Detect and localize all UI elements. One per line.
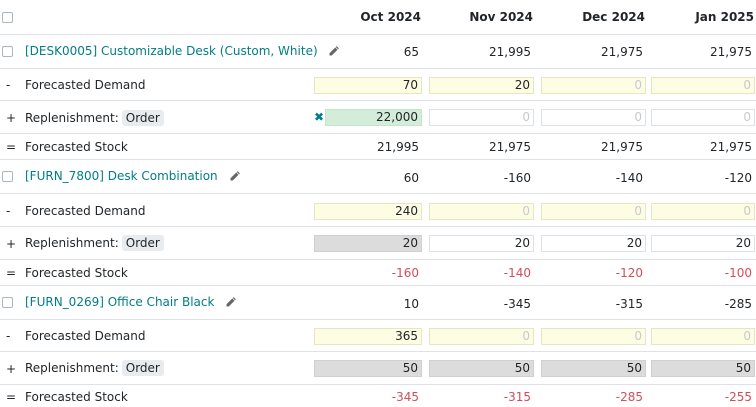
order-badge[interactable]: Order (121, 110, 164, 126)
forecasted-stock-label: Forecasted Stock (25, 140, 128, 154)
demand-input[interactable]: 0 (429, 203, 534, 220)
starting-stock-value: 21,995 (489, 45, 531, 59)
forecasted-stock-value: -120 (615, 266, 643, 280)
replenishment-input[interactable]: 50 (541, 360, 646, 377)
plus-sign: + (6, 111, 17, 125)
demand-input[interactable]: 20 (429, 77, 534, 94)
close-icon[interactable]: ✖ (314, 110, 325, 124)
replenishment-input[interactable]: 20 (541, 235, 646, 252)
minus-sign: - (6, 78, 11, 92)
forecasted-demand-row: - Forecasted Demand 365 0 0 0 (0, 320, 756, 352)
demand-input[interactable]: 365 (314, 328, 422, 345)
demand-input[interactable]: 0 (541, 203, 646, 220)
starting-stock-value: 60 (403, 171, 419, 185)
replenishment-input[interactable]: 0 (651, 109, 755, 126)
replenishment-input[interactable]: 0 (541, 109, 646, 126)
replenishment-input[interactable]: 50 (651, 360, 755, 377)
column-header-oct-2024: Oct 2024 (360, 10, 421, 24)
demand-input[interactable]: 240 (314, 203, 422, 220)
forecasted-stock-row: = Forecasted Stock 21,995 21,975 21,975 … (0, 134, 756, 160)
order-badge[interactable]: Order (121, 235, 164, 251)
starting-stock-value: 65 (403, 45, 419, 59)
plus-sign: + (6, 362, 17, 376)
order-badge[interactable]: Order (121, 360, 164, 376)
forecasted-demand-row: - Forecasted Demand 70 20 0 0 (0, 69, 756, 101)
starting-stock-value: -285 (724, 297, 752, 311)
replenishment-label: Replenishment: Order (25, 110, 164, 126)
replenishment-label: Replenishment: Order (25, 360, 164, 376)
replenishment-input[interactable]: 50 (429, 360, 534, 377)
forecasted-stock-value: 21,995 (377, 140, 419, 154)
plus-sign: + (6, 237, 17, 251)
forecasted-stock-value: -100 (724, 266, 752, 280)
forecasted-demand-label: Forecasted Demand (25, 204, 146, 218)
forecasted-stock-label: Forecasted Stock (25, 266, 128, 280)
replenishment-row: + Replenishment: Order ✖ 22,000 0 0 0 (0, 101, 756, 134)
forecasted-stock-value: -315 (503, 390, 531, 404)
pencil-icon[interactable] (229, 170, 241, 182)
grid-header: Oct 2024 Nov 2024 Dec 2024 Jan 2025 (0, 0, 756, 35)
starting-stock-value: 10 (403, 297, 419, 311)
replenishment-input[interactable]: 50 (314, 360, 422, 377)
select-all-checkbox[interactable] (2, 12, 13, 23)
replenishment-input[interactable]: 20 (429, 235, 534, 252)
replenishment-input[interactable]: 22,000 (325, 109, 422, 126)
starting-stock-value: -120 (724, 171, 752, 185)
equals-sign: = (6, 266, 17, 280)
forecasted-stock-value: 21,975 (489, 140, 531, 154)
product-name-link[interactable]: [DESK0005] Customizable Desk (Custom, Wh… (25, 44, 340, 58)
forecasted-stock-value: -140 (503, 266, 531, 280)
pencil-icon[interactable] (225, 296, 237, 308)
replenishment-input[interactable]: 0 (429, 109, 534, 126)
replenishment-row: + Replenishment: Order 20 20 20 20 (0, 227, 756, 260)
forecasted-stock-value: -255 (724, 390, 752, 404)
replenishment-row: + Replenishment: Order 50 50 50 50 (0, 352, 756, 385)
starting-stock-value: -160 (503, 171, 531, 185)
starting-stock-value: 21,975 (710, 45, 752, 59)
forecasted-stock-label: Forecasted Stock (25, 390, 128, 404)
replenishment-input[interactable]: 20 (314, 235, 422, 252)
starting-stock-value: 21,975 (601, 45, 643, 59)
replenishment-label: Replenishment: Order (25, 235, 164, 251)
column-header-dec-2024: Dec 2024 (582, 10, 645, 24)
demand-input[interactable]: 0 (651, 203, 755, 220)
product-checkbox[interactable] (2, 171, 13, 182)
demand-input[interactable]: 0 (429, 328, 534, 345)
forecasted-demand-label: Forecasted Demand (25, 78, 146, 92)
product-name-link[interactable]: [FURN_0269] Office Chair Black (25, 295, 237, 309)
equals-sign: = (6, 140, 17, 154)
demand-input[interactable]: 0 (541, 328, 646, 345)
demand-input[interactable]: 0 (651, 77, 755, 94)
forecasted-stock-value: 21,975 (601, 140, 643, 154)
forecasted-stock-value: -160 (391, 266, 419, 280)
forecasted-demand-row: - Forecasted Demand 240 0 0 0 (0, 194, 756, 227)
demand-input[interactable]: 70 (314, 77, 422, 94)
forecasted-demand-label: Forecasted Demand (25, 329, 146, 343)
product-checkbox[interactable] (2, 297, 13, 308)
product-checkbox[interactable] (2, 46, 13, 57)
forecasted-stock-value: -285 (615, 390, 643, 404)
product-row: [FURN_7800] Desk Combination 60 -160 -14… (0, 160, 756, 194)
minus-sign: - (6, 329, 11, 343)
column-header-jan-2025: Jan 2025 (695, 10, 754, 24)
forecasted-stock-row: = Forecasted Stock -160 -140 -120 -100 (0, 260, 756, 286)
starting-stock-value: -315 (615, 297, 643, 311)
column-header-nov-2024: Nov 2024 (469, 10, 533, 24)
product-row: [FURN_0269] Office Chair Black 10 -345 -… (0, 286, 756, 320)
replenishment-input[interactable]: 20 (651, 235, 755, 252)
forecasted-stock-value: -345 (391, 390, 419, 404)
starting-stock-value: -345 (503, 297, 531, 311)
forecasted-stock-value: 21,975 (710, 140, 752, 154)
pencil-icon[interactable] (328, 45, 340, 57)
product-name-link[interactable]: [FURN_7800] Desk Combination (25, 169, 241, 183)
starting-stock-value: -140 (615, 171, 643, 185)
demand-input[interactable]: 0 (541, 77, 646, 94)
demand-input[interactable]: 0 (651, 328, 755, 345)
minus-sign: - (6, 204, 11, 218)
product-row: [DESK0005] Customizable Desk (Custom, Wh… (0, 35, 756, 69)
forecasted-stock-row: = Forecasted Stock -345 -315 -285 -255 (0, 385, 756, 407)
equals-sign: = (6, 390, 17, 404)
